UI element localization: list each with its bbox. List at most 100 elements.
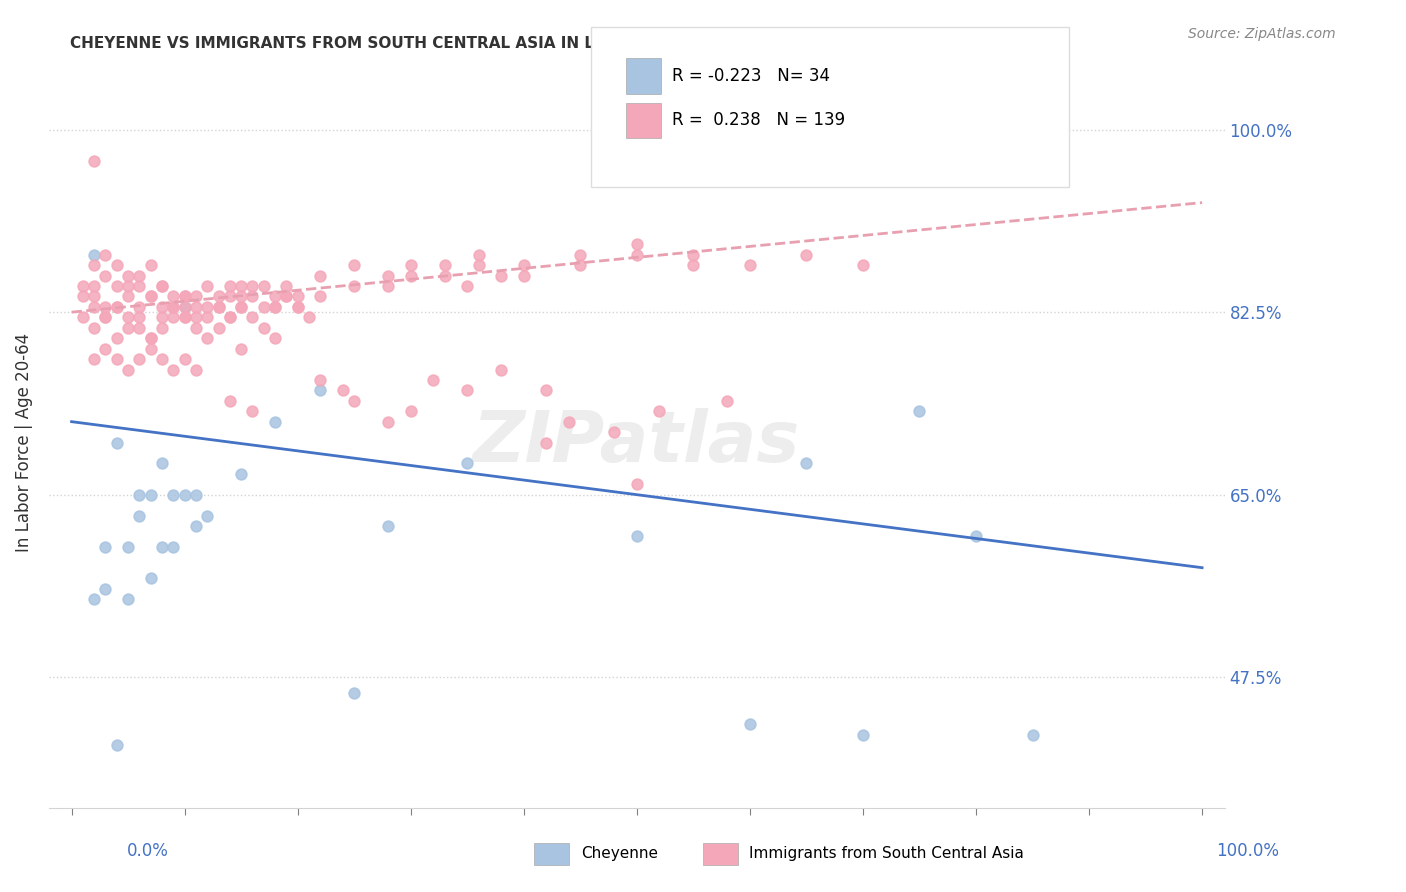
Point xyxy=(195,300,218,314)
Point xyxy=(276,289,298,303)
Text: Cheyenne: Cheyenne xyxy=(581,847,658,861)
Point xyxy=(184,289,207,303)
Point xyxy=(83,258,105,272)
Point xyxy=(139,258,162,272)
Point xyxy=(456,456,478,470)
Point xyxy=(83,300,105,314)
Point xyxy=(139,331,162,345)
Point xyxy=(105,258,128,272)
Point xyxy=(72,279,94,293)
Point xyxy=(218,393,240,408)
Point xyxy=(377,268,399,283)
Point xyxy=(218,289,240,303)
Point xyxy=(264,415,287,429)
Point xyxy=(218,279,240,293)
Point xyxy=(287,300,309,314)
Point xyxy=(173,310,195,325)
Point xyxy=(150,310,173,325)
Point xyxy=(513,268,536,283)
Point xyxy=(184,320,207,334)
Point xyxy=(648,404,671,418)
Point xyxy=(94,310,117,325)
Point xyxy=(626,248,648,262)
Text: 0.0%: 0.0% xyxy=(127,842,169,860)
Point xyxy=(377,519,399,533)
Point xyxy=(253,300,276,314)
Point xyxy=(558,415,581,429)
Point xyxy=(128,310,150,325)
Point xyxy=(173,300,195,314)
Point xyxy=(173,310,195,325)
Point xyxy=(139,331,162,345)
Point xyxy=(253,320,276,334)
Point xyxy=(128,268,150,283)
Point xyxy=(796,456,818,470)
Point xyxy=(83,153,105,168)
Point xyxy=(218,310,240,325)
Point xyxy=(513,258,536,272)
Point xyxy=(72,310,94,325)
Point xyxy=(150,279,173,293)
Point xyxy=(195,508,218,523)
Text: Source: ZipAtlas.com: Source: ZipAtlas.com xyxy=(1188,27,1336,41)
Point xyxy=(264,300,287,314)
Point xyxy=(207,289,229,303)
Point xyxy=(253,279,276,293)
Point xyxy=(83,279,105,293)
Point xyxy=(105,435,128,450)
Text: CHEYENNE VS IMMIGRANTS FROM SOUTH CENTRAL ASIA IN LABOR FORCE | AGE 20-64 CORREL: CHEYENNE VS IMMIGRANTS FROM SOUTH CENTRA… xyxy=(70,36,997,52)
Point xyxy=(139,342,162,356)
Point xyxy=(105,300,128,314)
Point xyxy=(207,320,229,334)
Point xyxy=(343,279,366,293)
Point xyxy=(117,362,139,376)
Point xyxy=(287,289,309,303)
Point xyxy=(716,393,738,408)
Point xyxy=(309,289,332,303)
Point xyxy=(242,289,264,303)
Point xyxy=(422,373,444,387)
Point xyxy=(150,352,173,367)
Point xyxy=(150,279,173,293)
Point xyxy=(128,320,150,334)
Point xyxy=(298,310,321,325)
Point xyxy=(162,488,184,502)
Point xyxy=(1021,728,1043,742)
Point xyxy=(128,279,150,293)
Point xyxy=(83,592,105,607)
Point xyxy=(128,508,150,523)
Point xyxy=(377,415,399,429)
Point xyxy=(195,331,218,345)
Text: R =  0.238   N = 139: R = 0.238 N = 139 xyxy=(672,112,845,129)
Point xyxy=(173,488,195,502)
Point xyxy=(242,310,264,325)
Point xyxy=(433,268,456,283)
Point xyxy=(117,289,139,303)
Point xyxy=(231,342,253,356)
Text: Immigrants from South Central Asia: Immigrants from South Central Asia xyxy=(749,847,1025,861)
Point xyxy=(287,300,309,314)
Point xyxy=(569,248,592,262)
Point xyxy=(105,279,128,293)
Point xyxy=(162,300,184,314)
Point xyxy=(377,279,399,293)
Point xyxy=(139,488,162,502)
Point xyxy=(173,289,195,303)
Point xyxy=(738,258,761,272)
Point xyxy=(83,248,105,262)
Point xyxy=(536,435,558,450)
Point xyxy=(72,289,94,303)
Point xyxy=(162,362,184,376)
Point xyxy=(162,300,184,314)
Point xyxy=(626,237,648,252)
Point xyxy=(184,300,207,314)
Point xyxy=(467,258,489,272)
Point xyxy=(343,393,366,408)
Point xyxy=(626,529,648,543)
Point xyxy=(184,488,207,502)
Point xyxy=(231,300,253,314)
Point xyxy=(128,488,150,502)
Point xyxy=(626,477,648,491)
Point xyxy=(173,289,195,303)
Point xyxy=(965,529,987,543)
